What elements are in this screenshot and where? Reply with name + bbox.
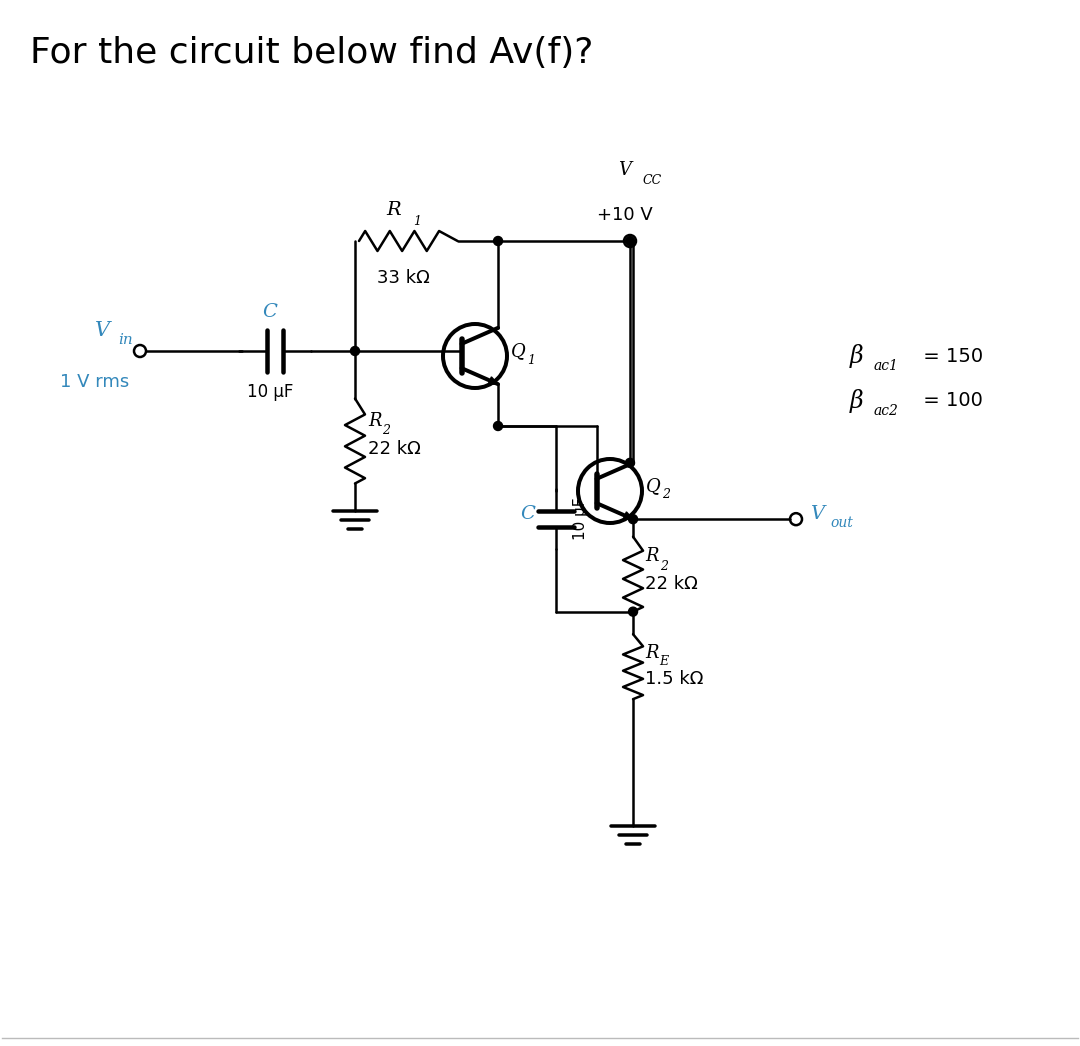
Text: Q: Q — [646, 477, 661, 495]
Text: 10 μF: 10 μF — [573, 498, 588, 540]
Circle shape — [629, 607, 637, 616]
Text: R: R — [645, 643, 659, 662]
Text: E: E — [659, 655, 669, 668]
Polygon shape — [623, 511, 633, 519]
Text: = 100: = 100 — [917, 391, 983, 410]
Text: out: out — [831, 516, 853, 530]
Text: 2: 2 — [660, 560, 669, 572]
Circle shape — [625, 236, 635, 246]
Text: ac1: ac1 — [874, 359, 899, 373]
Text: R: R — [645, 547, 659, 565]
Text: in: in — [118, 333, 133, 347]
Text: 1.5 kΩ: 1.5 kΩ — [645, 669, 703, 687]
Text: 1 V rms: 1 V rms — [60, 373, 130, 391]
Text: C: C — [262, 303, 278, 321]
Text: 33 kΩ: 33 kΩ — [377, 269, 430, 287]
Text: V: V — [95, 321, 110, 341]
Text: R: R — [386, 201, 401, 219]
Text: R: R — [368, 412, 381, 430]
Circle shape — [625, 458, 635, 468]
Text: 1: 1 — [527, 354, 535, 366]
Text: V: V — [619, 161, 632, 179]
Text: +10 V: +10 V — [597, 206, 653, 224]
Text: 1: 1 — [414, 215, 421, 228]
Circle shape — [494, 236, 502, 246]
Text: Q: Q — [511, 342, 526, 360]
Text: C: C — [521, 505, 535, 523]
Text: 22 kΩ: 22 kΩ — [368, 440, 421, 458]
Circle shape — [494, 422, 502, 431]
Text: = 150: = 150 — [917, 346, 983, 365]
Text: 2: 2 — [382, 425, 390, 437]
Text: β: β — [850, 389, 864, 413]
Text: 2: 2 — [662, 488, 670, 501]
Text: 10 μF: 10 μF — [247, 383, 293, 401]
Text: For the circuit below find Av(f)?: For the circuit below find Av(f)? — [30, 36, 593, 70]
Circle shape — [351, 346, 360, 356]
Text: β: β — [850, 344, 864, 368]
Circle shape — [629, 515, 637, 524]
Text: V: V — [810, 505, 824, 523]
Text: ac2: ac2 — [874, 404, 899, 418]
Text: CC: CC — [643, 174, 662, 187]
Text: 22 kΩ: 22 kΩ — [645, 575, 698, 593]
Polygon shape — [488, 377, 498, 384]
